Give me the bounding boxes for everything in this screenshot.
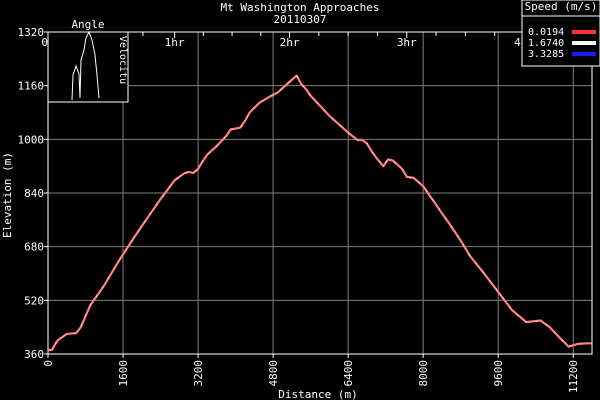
- x-tick-label: 8000: [417, 360, 430, 387]
- inset-top-label: Angle: [71, 18, 104, 31]
- grid: [48, 32, 592, 354]
- y-tick-label: 840: [24, 187, 44, 200]
- y-tick-label: 1160: [18, 80, 45, 93]
- legend-label-low: 0.0194: [528, 27, 564, 38]
- top-tick-label: 3hr: [397, 36, 417, 49]
- x-tick-label: 0: [42, 360, 55, 367]
- top-tick-label: 1hr: [165, 36, 185, 49]
- elevation-line: [48, 74, 592, 352]
- chart-title: Mt Washington Approaches: [221, 1, 380, 14]
- x-tick-label: 9600: [492, 360, 505, 387]
- top-tick-label: 2hr: [280, 36, 300, 49]
- inset-side-label: Velocitu: [117, 36, 128, 84]
- inset-frame: [47, 31, 129, 103]
- y-tick-label: 1000: [18, 133, 45, 146]
- chart-subtitle: 20110307: [274, 13, 327, 26]
- x-tick-label: 3200: [192, 360, 205, 387]
- y-tick-label: 680: [24, 241, 44, 254]
- y-tick-label: 360: [24, 348, 44, 361]
- inset-curve: [71, 30, 100, 101]
- legend-swatch-mid: [572, 41, 596, 45]
- x-tick-label: 4800: [267, 360, 280, 387]
- legend: Speed (m/s) 0.0194 1.6740 3.3285: [521, 0, 600, 67]
- x-tick-label: 11200: [567, 360, 580, 393]
- inset-panel: Angle Velocitu: [47, 18, 129, 103]
- y-tick-labels: 360 520 680 840 1000 1160 1320: [18, 26, 48, 361]
- legend-swatch-low: [572, 30, 596, 34]
- legend-title: Speed (m/s): [525, 0, 598, 13]
- x-tick-labels: 0 1600 3200 4800 6400 8000 9600 11200: [42, 354, 580, 393]
- legend-swatch-high: [572, 52, 596, 56]
- y-axis-label: Elevation (m): [1, 152, 14, 238]
- x-tick-label: 6400: [342, 360, 355, 387]
- y-tick-label: 520: [24, 294, 44, 307]
- legend-label-high: 3.3285: [528, 49, 564, 60]
- legend-label-mid: 1.6740: [528, 38, 564, 49]
- x-tick-label: 1600: [117, 360, 130, 387]
- y-tick-label: 1320: [18, 26, 45, 39]
- x-axis-label: Distance (m): [278, 388, 357, 400]
- elevation-series: [48, 74, 592, 352]
